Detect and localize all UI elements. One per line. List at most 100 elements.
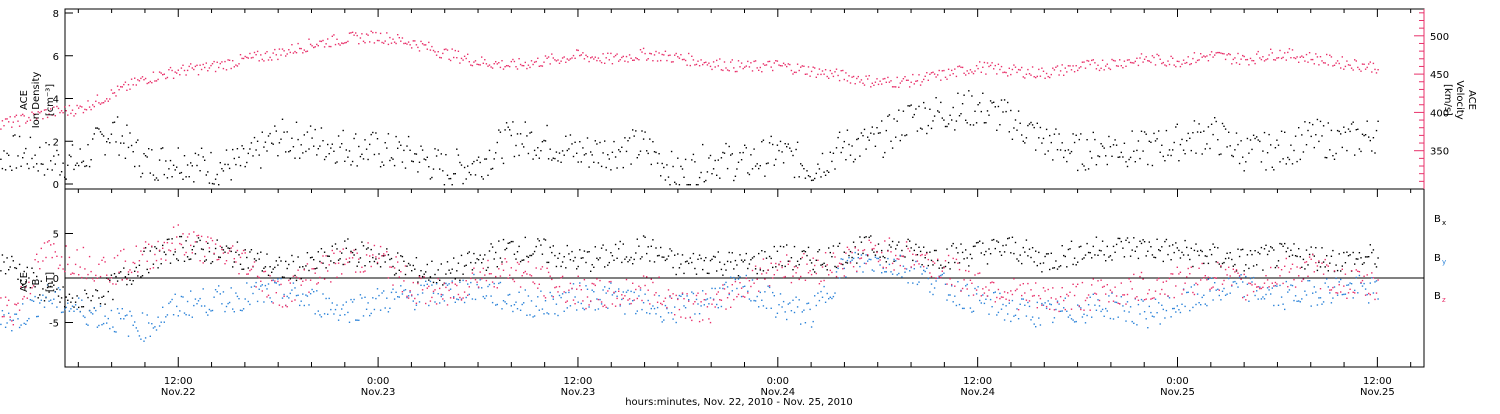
bx-point (140, 276, 142, 278)
by-point (281, 297, 284, 299)
bz-point (264, 270, 267, 273)
velocity-point (652, 60, 654, 62)
bz-point (764, 278, 766, 280)
density-point (655, 151, 657, 154)
density-point (986, 110, 989, 112)
by-point (803, 309, 805, 311)
velocity-point (210, 64, 212, 67)
by-point (709, 297, 712, 299)
velocity-point (449, 59, 452, 62)
by-point (526, 314, 528, 316)
bx-point (331, 245, 333, 247)
velocity-point (1252, 60, 1255, 62)
velocity-point (1319, 56, 1322, 58)
bz-point (1089, 309, 1091, 311)
bz-point (789, 260, 791, 263)
bz-point (330, 281, 332, 283)
bz-point (1288, 271, 1291, 273)
density-point (208, 182, 211, 184)
bz-point (1167, 295, 1169, 297)
by-point (761, 299, 763, 301)
bz-point (1354, 292, 1356, 294)
density-point (1324, 156, 1326, 159)
bx-point (185, 240, 187, 242)
density-point (1143, 131, 1146, 133)
density-point (877, 132, 880, 134)
bx-point (143, 250, 145, 252)
density-point (604, 140, 606, 142)
bz-point (1195, 282, 1197, 284)
density-point (34, 154, 36, 156)
bx-point (323, 251, 326, 253)
velocity-point (740, 62, 743, 64)
velocity-point (390, 42, 393, 44)
bz-point (11, 320, 13, 322)
density-point (1237, 143, 1239, 146)
bz-point (790, 281, 793, 284)
density-point (941, 117, 943, 119)
by-point (208, 308, 211, 311)
bz-point (955, 258, 958, 261)
bz-point (610, 280, 612, 283)
density-point (451, 184, 453, 186)
bz-point (126, 278, 128, 280)
velocity-point (754, 60, 757, 62)
bz-point (358, 258, 360, 260)
density-point (1078, 138, 1080, 141)
by-point (940, 274, 942, 277)
by-point (302, 293, 304, 295)
velocity-point (1011, 68, 1014, 71)
by-point (576, 309, 578, 311)
bz-point (590, 300, 592, 302)
density-point (403, 149, 405, 152)
density-point (101, 133, 103, 135)
by-point (1310, 305, 1312, 307)
velocity-point (604, 62, 606, 64)
velocity-point (667, 54, 670, 57)
density-point (218, 184, 220, 186)
density-point (177, 147, 179, 149)
by-point (554, 313, 556, 315)
by-point (1212, 299, 1214, 301)
by-point (901, 276, 903, 278)
bz-point (664, 297, 667, 299)
by-point (658, 295, 660, 297)
velocity-point (1129, 61, 1132, 64)
bx-point (1237, 248, 1239, 250)
density-point (325, 156, 327, 158)
by-point (680, 295, 682, 297)
density-point (714, 159, 716, 162)
by-point (1137, 303, 1140, 306)
bz-point (1150, 298, 1152, 300)
density-point (580, 161, 582, 163)
velocity-point (375, 31, 377, 34)
bx-point (505, 247, 508, 250)
density-point (680, 165, 682, 168)
bx-point (4, 273, 7, 275)
density-point (997, 105, 1000, 108)
velocity-point (828, 77, 830, 79)
velocity-point (982, 66, 984, 68)
bx-point (793, 245, 796, 248)
density-point (95, 127, 97, 129)
by-point (705, 299, 707, 301)
bz-point (1318, 260, 1320, 262)
velocity-point (143, 79, 145, 81)
velocity-point (1207, 60, 1210, 62)
by-point (1330, 302, 1333, 304)
density-point (957, 92, 959, 94)
velocity-point (1055, 66, 1057, 68)
velocity-point (493, 63, 495, 65)
velocity-point (317, 45, 319, 47)
bx-point (1069, 248, 1071, 250)
density-point (160, 147, 162, 150)
density-point (1162, 155, 1164, 158)
density-point (1114, 139, 1116, 141)
velocity-point (1049, 76, 1051, 79)
by-point (1031, 316, 1034, 318)
bz-point (1112, 300, 1115, 302)
bx-point (92, 295, 94, 297)
bz-point (910, 266, 912, 268)
bz-point (1061, 287, 1063, 289)
velocity-point (1301, 55, 1303, 57)
